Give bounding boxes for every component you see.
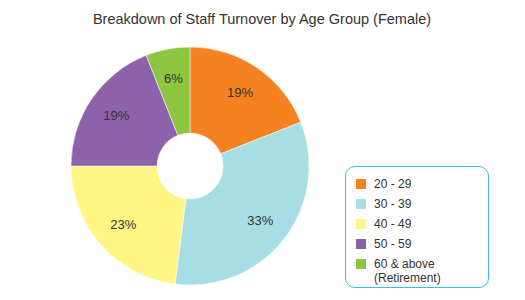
legend-swatch xyxy=(356,259,366,269)
chart: Breakdown of Staff Turnover by Age Group… xyxy=(0,0,525,300)
legend-label: 30 - 39 xyxy=(374,197,470,211)
legend-swatch xyxy=(356,239,366,249)
legend-swatch xyxy=(356,179,366,189)
legend: 20 - 29 30 - 39 40 - 49 50 - 59 60 & above (… xyxy=(345,166,489,288)
data-label: 19% xyxy=(103,108,129,123)
legend-swatch xyxy=(356,199,366,209)
legend-item: 60 & above (Retirement) xyxy=(356,257,480,285)
slices xyxy=(71,47,309,285)
legend-item: 30 - 39 xyxy=(356,197,480,211)
slice xyxy=(175,122,309,285)
data-label: 33% xyxy=(247,213,273,228)
title: Breakdown of Staff Turnover by Age Group… xyxy=(93,11,431,27)
legend-label: 60 & above (Retirement) xyxy=(374,257,470,285)
legend-item: 40 - 49 xyxy=(356,217,480,231)
data-label: 6% xyxy=(164,71,183,86)
data-label: 23% xyxy=(110,217,136,232)
legend-label: 20 - 29 xyxy=(374,177,470,191)
data-label: 19% xyxy=(227,85,253,100)
legend-label: 50 - 59 xyxy=(374,237,470,251)
legend-label: 40 - 49 xyxy=(374,217,470,231)
legend-item: 50 - 59 xyxy=(356,237,480,251)
legend-swatch xyxy=(356,219,366,229)
slice xyxy=(71,166,186,284)
legend-item: 20 - 29 xyxy=(356,177,480,191)
slice xyxy=(146,47,190,135)
